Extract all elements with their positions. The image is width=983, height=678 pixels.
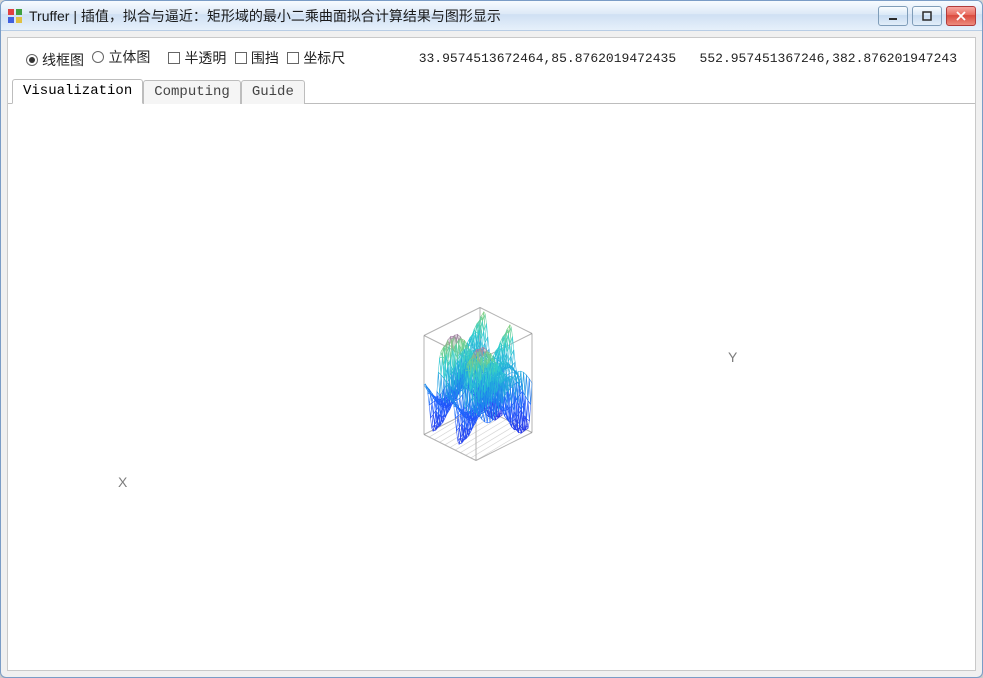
radio-icon bbox=[92, 51, 104, 63]
titlebar[interactable]: Truffer | 插值，拟合与逼近：矩形域的最小二乘曲面拟合计算结果与图形显示 bbox=[1, 1, 982, 31]
window-title: Truffer | 插值，拟合与逼近：矩形域的最小二乘曲面拟合计算结果与图形显示 bbox=[29, 6, 878, 26]
check-fence[interactable]: 围挡 bbox=[235, 48, 279, 68]
tab-computing[interactable]: Computing bbox=[143, 80, 241, 104]
maximize-button[interactable] bbox=[912, 6, 942, 26]
surface-plot[interactable] bbox=[8, 104, 975, 670]
radio-icon bbox=[26, 54, 38, 66]
check-ruler[interactable]: 坐标尺 bbox=[287, 48, 345, 68]
coord-left: 33.9574513672464,85.8762019472435 bbox=[419, 51, 676, 66]
checkbox-label: 半透明 bbox=[184, 48, 226, 68]
plot-viewport[interactable]: X Y bbox=[8, 104, 975, 670]
checkbox-icon bbox=[287, 52, 299, 64]
close-button[interactable] bbox=[946, 6, 976, 26]
radio-label: 立体图 bbox=[108, 47, 150, 67]
check-translucent[interactable]: 半透明 bbox=[168, 48, 226, 68]
client-area: 线框图 立体图 半透明 围挡 坐标尺 33.9574513672464,85.8… bbox=[7, 37, 976, 671]
tab-guide[interactable]: Guide bbox=[241, 80, 305, 104]
coord-right: 552.957451367246,382.876201947243 bbox=[700, 51, 957, 66]
radio-label: 线框图 bbox=[42, 50, 84, 70]
axis-label-x: X bbox=[118, 474, 127, 490]
toolbar: 线框图 立体图 半透明 围挡 坐标尺 33.9574513672464,85.8… bbox=[8, 38, 975, 78]
app-window: Truffer | 插值，拟合与逼近：矩形域的最小二乘曲面拟合计算结果与图形显示… bbox=[0, 0, 983, 678]
coordinate-readout: 33.9574513672464,85.8762019472435 552.95… bbox=[419, 51, 957, 66]
minimize-button[interactable] bbox=[878, 6, 908, 26]
checkbox-label: 坐标尺 bbox=[303, 48, 345, 68]
radio-wireframe[interactable]: 线框图 bbox=[26, 50, 84, 70]
checkbox-icon bbox=[168, 52, 180, 64]
app-icon bbox=[7, 8, 23, 24]
tab-strip: VisualizationComputingGuide bbox=[8, 78, 975, 104]
checkbox-label: 围挡 bbox=[251, 48, 279, 68]
radio-solid[interactable]: 立体图 bbox=[92, 47, 150, 67]
checkbox-icon bbox=[235, 52, 247, 64]
window-controls bbox=[878, 6, 976, 26]
axis-label-y: Y bbox=[728, 349, 737, 365]
tab-visualization[interactable]: Visualization bbox=[12, 79, 143, 104]
